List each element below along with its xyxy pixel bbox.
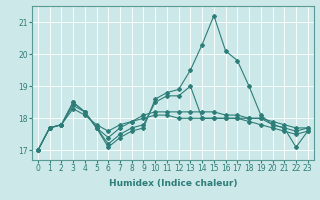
X-axis label: Humidex (Indice chaleur): Humidex (Indice chaleur)	[108, 179, 237, 188]
